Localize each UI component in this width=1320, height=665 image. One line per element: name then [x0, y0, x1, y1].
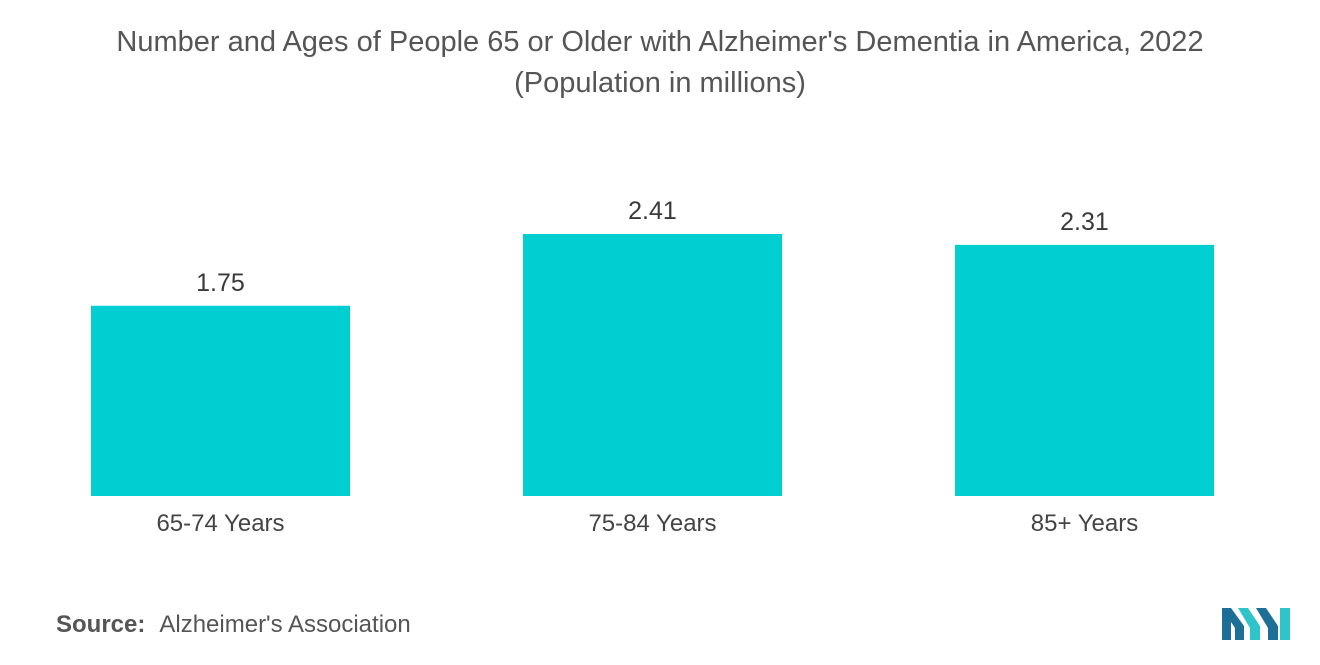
category-label-1: 65-74 Years [156, 510, 284, 537]
data-label-2: 2.41 [628, 197, 677, 225]
category-label-2: 75-84 Years [588, 510, 716, 537]
mordor-intelligence-logo-icon [1222, 608, 1290, 640]
bar-1 [91, 305, 350, 496]
source-label: Source: [56, 611, 146, 638]
bar-3 [955, 244, 1214, 496]
bar-2 [523, 234, 782, 496]
chart-title-block: Number and Ages of People 65 or Older wi… [0, 22, 1320, 104]
category-label-3: 85+ Years [1031, 510, 1138, 537]
data-label-1: 1.75 [196, 269, 245, 297]
chart-subtitle: (Population in millions) [514, 67, 806, 99]
data-label-3: 2.31 [1060, 208, 1109, 236]
source-note: Source: Alzheimer's Association [56, 611, 411, 639]
chart-title: Number and Ages of People 65 or Older wi… [116, 26, 1204, 58]
source-text: Alzheimer's Association [159, 611, 411, 638]
